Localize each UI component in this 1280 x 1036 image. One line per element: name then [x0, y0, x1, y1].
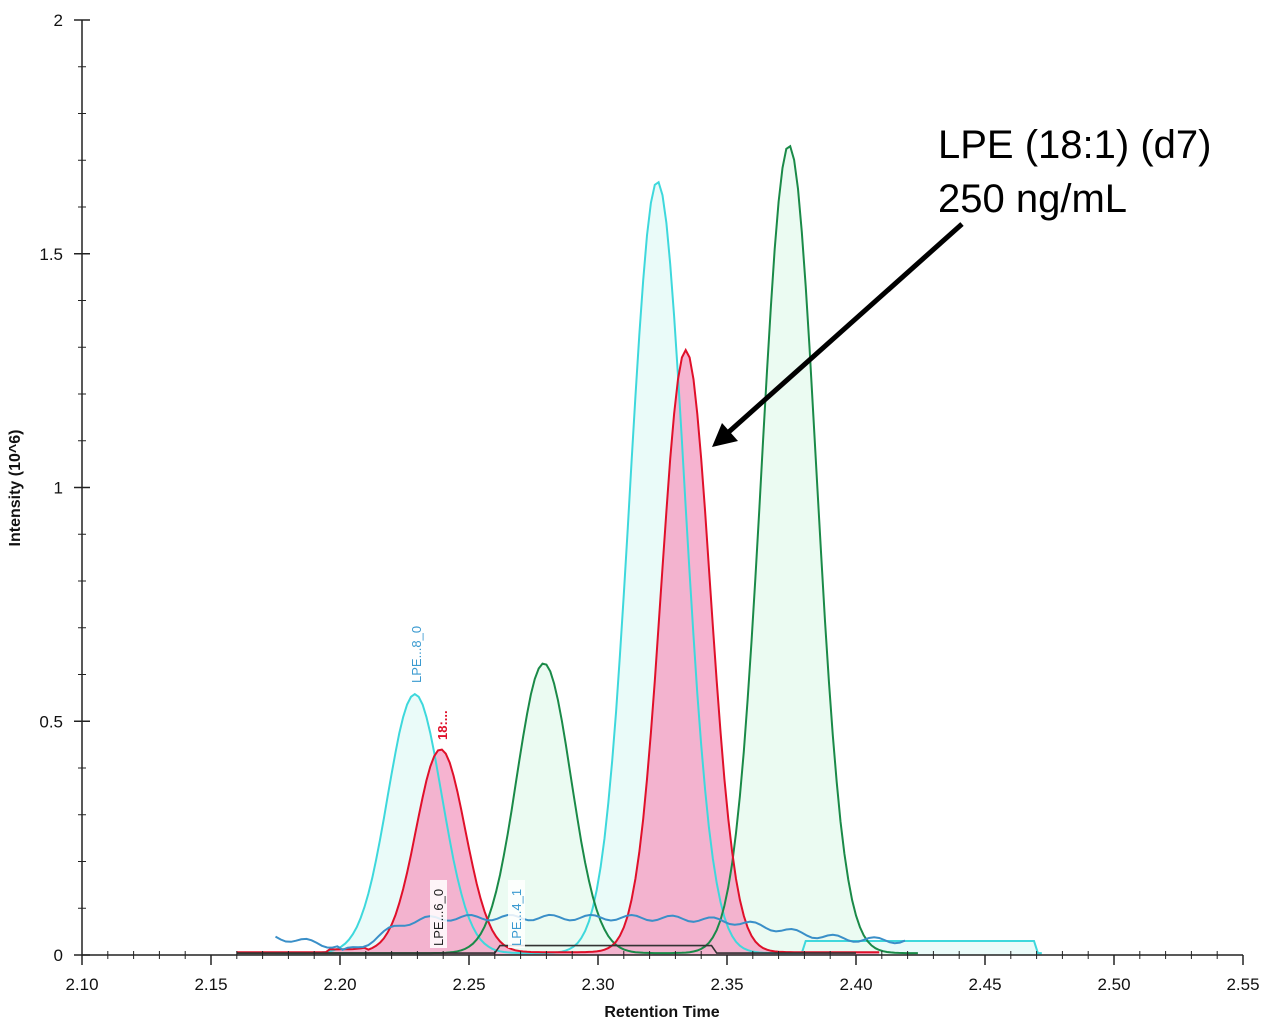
peak-fill [236, 146, 918, 955]
peak-label: LPE...6_0 [430, 880, 447, 948]
x-tick-label: 2.40 [839, 975, 872, 994]
peak-fill [275, 182, 1042, 955]
x-tick-label: 2.35 [710, 975, 743, 994]
axes: 2.10 2.15 2.20 2.25 2.30 2.35 2.40 2.45 2.50 2.55… [39, 11, 1259, 994]
x-tick-label: 2.20 [323, 975, 356, 994]
x-tick-label: 2.25 [452, 975, 485, 994]
svg-text:LPE...6_0: LPE...6_0 [431, 889, 446, 946]
peak-label: LPE...8_0 [409, 626, 424, 683]
svg-text:18:...: 18:... [435, 710, 450, 740]
y-tick-label: 0.5 [39, 712, 63, 731]
annotation-compound: LPE (18:1) (d7) [938, 123, 1212, 167]
y-axis-title: Intensity (10^6) [7, 430, 24, 547]
compound-annotation: LPE (18:1) (d7) 250 ng/mL [938, 118, 1211, 226]
trace-lines [236, 144, 1042, 955]
peak-label: 18:... [435, 710, 450, 740]
x-tick-label: 2.15 [194, 975, 227, 994]
y-tick-label: 2 [54, 11, 63, 30]
annotation-arrow [712, 222, 964, 447]
y-tick-label: 1 [54, 479, 63, 498]
annotation-concentration: 250 ng/mL [938, 177, 1128, 221]
x-tick-label: 2.50 [1097, 975, 1130, 994]
peak-labels: LPE...8_0 18:... LPE...6_0 LPE...4_1 [409, 626, 525, 948]
peak-label: LPE...4_1 [508, 880, 525, 948]
baseline-trace-blue [275, 913, 906, 951]
x-tick-label: 2.45 [968, 975, 1001, 994]
trace-line [275, 180, 1042, 955]
x-tick-label: 2.55 [1226, 975, 1259, 994]
svg-text:LPE...4_1: LPE...4_1 [509, 889, 524, 946]
x-tick-label: 2.10 [65, 975, 98, 994]
peak-fills [236, 146, 1042, 956]
x-axis-title: Retention Time [604, 1004, 719, 1021]
y-tick-label: 0 [54, 946, 63, 965]
peak-fill [236, 350, 880, 956]
svg-text:LPE...8_0: LPE...8_0 [409, 626, 424, 683]
y-tick-label: 1.5 [39, 245, 63, 264]
x-tick-label: 2.30 [581, 975, 614, 994]
